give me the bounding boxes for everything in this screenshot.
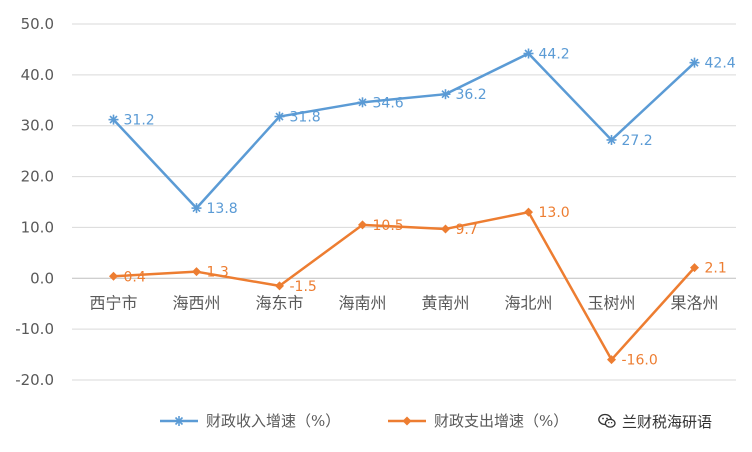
y-tick-label: 0.0	[30, 269, 54, 287]
data-label: 36.2	[456, 87, 487, 103]
y-tick-label: 30.0	[21, 117, 54, 135]
category-label: 海西州	[172, 293, 220, 312]
legend: 财政收入增速（%） 财政支出增速（%）	[160, 412, 568, 430]
y-tick-label: -20.0	[15, 371, 54, 389]
series-line	[113, 210, 696, 361]
data-label: 31.2	[124, 113, 155, 129]
y-tick-label: 10.0	[21, 218, 54, 236]
data-point	[274, 111, 285, 122]
data-label: 9.7	[456, 222, 478, 238]
data-point	[191, 203, 202, 214]
data-point	[523, 48, 534, 59]
data-point	[440, 89, 451, 100]
watermark-text: 兰财税海研语	[622, 412, 713, 431]
legend-marker	[174, 416, 184, 426]
data-label: 34.6	[373, 95, 404, 111]
series-line	[112, 52, 696, 210]
y-tick-label: -10.0	[15, 320, 54, 338]
category-label: 黄南州	[421, 293, 469, 312]
series-group: 31.2 13.8 31.8 34.6 36.2 44.2 27.2 42.4 0.4 1.3 -1…	[108, 46, 736, 369]
data-label: 10.5	[373, 218, 404, 234]
series-1: 31.2 13.8 31.8 34.6 36.2 44.2 27.2 42.4	[108, 46, 736, 217]
data-point	[108, 114, 119, 125]
data-point	[606, 134, 617, 145]
data-label: 13.8	[207, 201, 238, 217]
data-label: 1.3	[207, 265, 229, 281]
y-axis-tick-labels: 50.0 40.0 30.0 20.0 10.0 0.0 -10.0 -20.0	[15, 15, 54, 389]
data-point	[607, 355, 616, 365]
series-2: 0.4 1.3 -1.5 10.5 9.7 13.0 -16.0 2.1	[109, 205, 727, 369]
data-point	[689, 57, 700, 68]
category-labels: 西宁市 海西州 海东市 海南州 黄南州 海北州 玉树州 果洛州	[89, 293, 718, 312]
data-label: 13.0	[539, 205, 570, 221]
legend-label: 财政支出增速（%）	[434, 412, 568, 430]
y-tick-label: 20.0	[21, 168, 54, 186]
category-label: 西宁市	[89, 293, 137, 312]
data-point	[358, 220, 367, 230]
data-point	[192, 267, 201, 277]
data-label: 42.4	[705, 56, 736, 72]
data-label: -1.5	[290, 279, 317, 295]
watermark: 兰财税海研语	[594, 408, 717, 434]
data-label: -16.0	[622, 353, 658, 369]
category-label: 海北州	[504, 293, 552, 312]
category-label: 海南州	[338, 293, 386, 312]
legend-item-1: 财政收入增速（%）	[160, 412, 340, 430]
wechat-icon	[598, 413, 616, 428]
data-label: 2.1	[705, 261, 727, 277]
data-point	[441, 224, 450, 234]
data-point	[357, 97, 368, 108]
legend-marker	[402, 416, 412, 426]
data-point	[275, 281, 284, 291]
y-tick-label: 50.0	[21, 15, 54, 33]
legend-item-2: 财政支出增速（%）	[388, 412, 568, 430]
gridlines	[72, 23, 736, 381]
data-point	[690, 263, 699, 273]
y-tick-label: 40.0	[21, 66, 54, 84]
category-label: 果洛州	[670, 293, 718, 312]
data-label: 27.2	[622, 133, 653, 149]
data-point	[524, 207, 533, 217]
legend-label: 财政收入增速（%）	[206, 412, 340, 430]
data-label: 0.4	[124, 269, 146, 285]
data-point	[109, 271, 118, 281]
category-label: 玉树州	[587, 293, 635, 312]
data-label: 31.8	[290, 110, 321, 126]
category-label: 海东市	[255, 293, 303, 312]
data-label: 44.2	[539, 46, 570, 62]
